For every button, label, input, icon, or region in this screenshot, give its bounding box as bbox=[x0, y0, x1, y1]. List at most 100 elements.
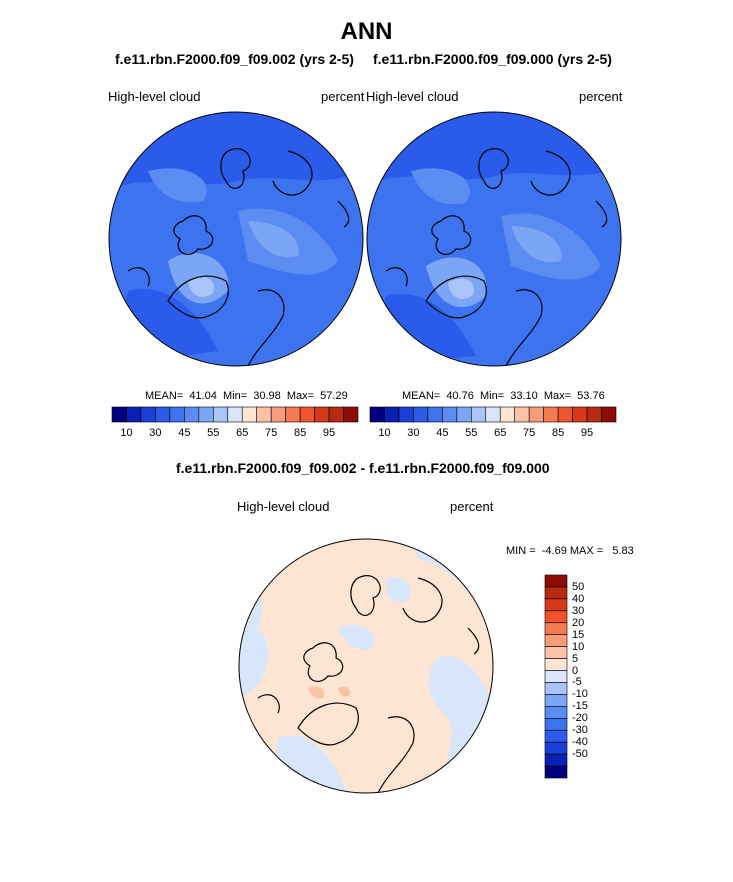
diff-colorbar-box bbox=[544, 741, 568, 755]
colorbar-box bbox=[485, 406, 501, 423]
colorbar-box bbox=[198, 406, 214, 423]
diff-colorbar-tick-label: 0 bbox=[572, 664, 579, 677]
colorbar-box bbox=[384, 406, 400, 423]
panel2-stats: MEAN= 40.76 Min= 33.10 Max= 53.76 bbox=[402, 390, 605, 402]
colorbar-box bbox=[270, 406, 286, 423]
diff-colorbar-box bbox=[544, 694, 568, 707]
colorbar-box bbox=[126, 406, 142, 423]
panel2-variable-label: High-level cloud bbox=[366, 89, 459, 104]
colorbar-box bbox=[427, 406, 443, 423]
colorbar-box bbox=[155, 406, 171, 423]
diff-colorbar-box bbox=[544, 658, 568, 671]
panel1-colorbar bbox=[111, 406, 359, 423]
diff-colorbar-tick-label: 50 bbox=[572, 580, 585, 593]
colorbar-box bbox=[601, 406, 617, 423]
colorbar-box bbox=[343, 406, 359, 423]
colorbar-tick-label: 55 bbox=[465, 427, 478, 439]
diff-colorbar-tick-label: -30 bbox=[572, 724, 588, 737]
panel1-colorbar-ticks: 10 30 45 55 65 75 85 95 bbox=[112, 427, 358, 441]
colorbar-box bbox=[241, 406, 258, 423]
colorbar-tick-label: 65 bbox=[236, 427, 249, 439]
colorbar-tick-label: 30 bbox=[407, 427, 420, 439]
colorbar-tick-label: 95 bbox=[580, 427, 594, 439]
diff-colorbar-tick-label: -5 bbox=[572, 676, 582, 689]
colorbar-tick-label: 55 bbox=[207, 427, 220, 439]
colorbar-tick-label: 75 bbox=[523, 427, 536, 439]
colorbar-tick-label: 65 bbox=[494, 427, 507, 439]
diff-colorbar-box bbox=[544, 729, 568, 743]
colorbar-box bbox=[413, 406, 429, 423]
diff-colorbar-box bbox=[544, 765, 568, 779]
diff-colorbar-ticks: 50 40 30 20 15 10 5 0 -5 -10 -15 -20 -30 -40 -50 bbox=[572, 575, 612, 778]
colorbar-box bbox=[557, 406, 573, 423]
colorbar-box bbox=[398, 406, 414, 423]
diff-colorbar-box bbox=[544, 634, 568, 647]
diff-colorbar-box bbox=[544, 646, 568, 659]
panel2-colorbar-ticks: 10 30 45 55 65 75 85 95 bbox=[370, 427, 616, 441]
colorbar-box bbox=[470, 406, 487, 423]
colorbar-box bbox=[314, 406, 330, 423]
diff-colorbar-box bbox=[544, 753, 568, 767]
diff-colorbar-box bbox=[544, 622, 568, 636]
diff-colorbar-tick-label: 5 bbox=[572, 652, 579, 665]
diff-colorbar-tick-label: 40 bbox=[572, 592, 585, 605]
colorbar-box bbox=[572, 406, 588, 423]
diff-colorbar-tick-label: -10 bbox=[572, 688, 588, 701]
colorbar-box bbox=[227, 406, 243, 423]
diff-colorbar-box bbox=[544, 586, 568, 600]
colorbar-box bbox=[442, 406, 458, 423]
panel2-polar-map bbox=[366, 111, 622, 367]
diff-colorbar-box bbox=[544, 682, 568, 695]
diff-units-label: percent bbox=[450, 499, 494, 514]
colorbar-tick-label: 10 bbox=[378, 427, 391, 439]
panel1-stats: MEAN= 41.04 Min= 30.98 Max= 57.29 bbox=[145, 390, 348, 402]
colorbar-box bbox=[212, 406, 229, 423]
colorbar-box bbox=[140, 406, 156, 423]
panel1-units-label: percent bbox=[321, 89, 365, 104]
diff-colorbar-box bbox=[544, 717, 568, 731]
colorbar-box bbox=[169, 406, 185, 423]
colorbar-box bbox=[299, 406, 315, 423]
diff-title: f.e11.rbn.F2000.f09_f09.002 - f.e11.rbn.… bbox=[176, 460, 550, 476]
diff-colorbar-tick-label: 30 bbox=[572, 604, 585, 617]
colorbar-tick-label: 45 bbox=[178, 427, 191, 439]
diff-colorbar-tick-label: 10 bbox=[572, 640, 585, 653]
diff-stats: MIN = -4.69 MAX = 5.83 bbox=[506, 545, 634, 557]
panel1-case-title: f.e11.rbn.F2000.f09_f09.002 (yrs 2-5) bbox=[115, 51, 354, 67]
panel2-units-label: percent bbox=[579, 89, 623, 104]
diff-colorbar-tick-label: 20 bbox=[572, 616, 585, 629]
diff-colorbar-tick-label: 15 bbox=[572, 628, 585, 641]
diff-colorbar bbox=[544, 574, 568, 779]
diff-colorbar-box bbox=[544, 610, 568, 624]
colorbar-tick-label: 45 bbox=[436, 427, 449, 439]
colorbar-tick-label: 30 bbox=[149, 427, 162, 439]
diff-colorbar-box bbox=[544, 574, 568, 588]
colorbar-box bbox=[499, 406, 516, 423]
panel1-variable-label: High-level cloud bbox=[108, 89, 201, 104]
panel2-colorbar bbox=[369, 406, 617, 423]
diff-colorbar-tick-label: -20 bbox=[572, 712, 588, 725]
diff-colorbar-tick-label: -50 bbox=[572, 748, 588, 761]
diff-colorbar-tick-label: -15 bbox=[572, 700, 588, 713]
figure-title: ANN bbox=[340, 18, 393, 45]
colorbar-tick-label: 95 bbox=[322, 427, 336, 439]
diff-colorbar-tick-label: -40 bbox=[572, 736, 588, 749]
colorbar-box bbox=[111, 406, 127, 423]
diff-colorbar-box bbox=[544, 670, 568, 683]
colorbar-box bbox=[369, 406, 385, 423]
diff-variable-label: High-level cloud bbox=[237, 499, 330, 514]
colorbar-box bbox=[514, 406, 530, 423]
colorbar-box bbox=[543, 406, 559, 423]
colorbar-box bbox=[586, 406, 602, 423]
colorbar-box bbox=[285, 406, 301, 423]
diff-colorbar-box bbox=[544, 706, 568, 719]
colorbar-box bbox=[184, 406, 200, 423]
colorbar-tick-label: 85 bbox=[551, 427, 565, 439]
colorbar-tick-label: 10 bbox=[120, 427, 133, 439]
colorbar-box bbox=[328, 406, 344, 423]
panel2-case-title: f.e11.rbn.F2000.f09_f09.000 (yrs 2-5) bbox=[373, 51, 612, 67]
diff-polar-map bbox=[238, 538, 494, 794]
colorbar-box bbox=[456, 406, 472, 423]
colorbar-box bbox=[528, 406, 544, 423]
colorbar-tick-label: 75 bbox=[265, 427, 278, 439]
